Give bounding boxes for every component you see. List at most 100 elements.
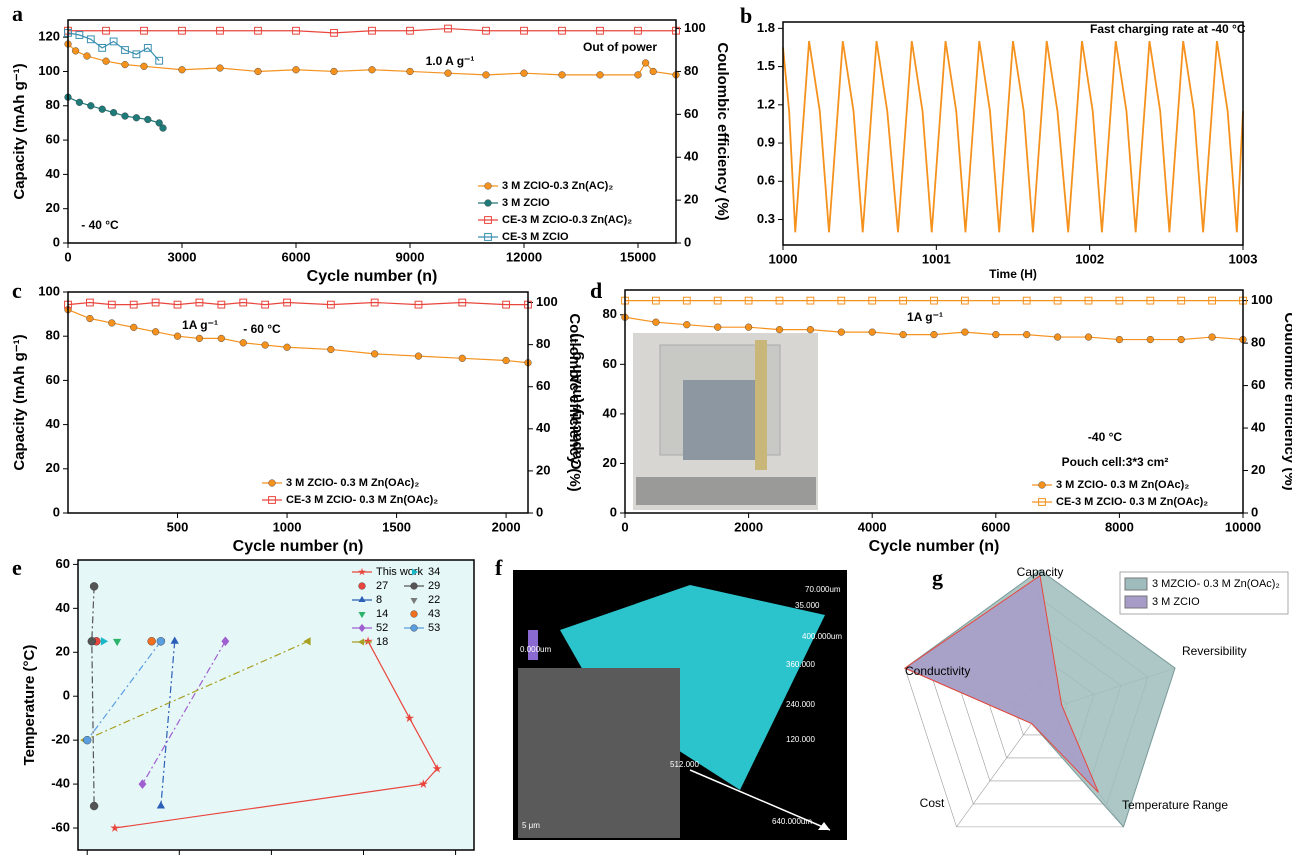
x-axis-label: Cycle number (n) <box>307 268 438 285</box>
point <box>216 64 224 72</box>
point <box>368 66 376 74</box>
series-line <box>67 96 164 129</box>
point <box>444 24 452 33</box>
image-label: 0.000um <box>520 645 551 654</box>
point <box>414 300 423 309</box>
radar-axis-label: Capacity <box>1017 565 1064 579</box>
point <box>217 334 225 343</box>
point <box>1084 296 1093 305</box>
y2-axis-label: Coulombic efficiency (%) <box>1281 312 1292 490</box>
point <box>991 296 1000 305</box>
surface-image <box>513 570 847 840</box>
legend-marker <box>410 597 418 605</box>
plot-frame <box>624 289 1244 514</box>
panel-label: e <box>12 555 22 580</box>
x-tick-label: 3000 <box>168 249 197 264</box>
legend-label: This work <box>376 566 424 578</box>
y2-tick-label: 60 <box>1251 377 1265 392</box>
point <box>152 328 160 336</box>
point <box>129 300 138 309</box>
point <box>418 779 428 788</box>
point <box>239 298 248 307</box>
point <box>140 62 148 70</box>
point <box>652 296 660 305</box>
legend-marker <box>410 582 418 590</box>
radar-axis-label: Cost <box>920 796 945 810</box>
point <box>1177 296 1186 305</box>
y-tick-label: 0 <box>63 688 70 703</box>
point <box>195 298 204 307</box>
legend-label: 18 <box>376 636 388 648</box>
x-tick-label: 1001 <box>922 251 951 266</box>
point <box>121 112 129 120</box>
point <box>109 109 118 117</box>
panel-label: f <box>495 555 503 580</box>
point <box>86 35 95 44</box>
point <box>482 71 490 79</box>
y-tick-label: 20 <box>46 200 60 215</box>
point <box>98 105 106 113</box>
point <box>147 637 156 646</box>
point <box>868 296 877 305</box>
point <box>178 26 186 35</box>
annotation: - 40 °C <box>81 218 119 232</box>
legend-label: CE-3 M ZCIO-0.3 Zn(AC)₂ <box>502 214 632 226</box>
annotation: 1A g⁻¹ <box>907 310 943 324</box>
x-tick-label: 1002 <box>1075 251 1104 266</box>
x-tick-label: 1500 <box>382 519 411 534</box>
radar-axis-label: Reversibility <box>1182 644 1247 658</box>
point <box>596 26 604 35</box>
point <box>254 26 262 35</box>
point <box>102 57 110 65</box>
point <box>283 298 291 307</box>
point <box>327 345 335 354</box>
plot-area <box>78 560 474 850</box>
annotation: Fast charging rate at -40 °C <box>1090 22 1246 36</box>
point <box>1146 296 1155 305</box>
panel-label: b <box>740 3 752 28</box>
series-line <box>67 301 528 306</box>
annotation: Out of power <box>583 40 657 54</box>
point <box>110 823 120 832</box>
legend-marker <box>358 623 366 633</box>
y-tick-label: 20 <box>46 460 60 475</box>
y2-tick-label: 80 <box>1251 335 1265 350</box>
point <box>239 339 247 347</box>
legend-label: 52 <box>376 622 388 634</box>
point <box>713 296 722 305</box>
image-label: 512.000 <box>670 760 699 769</box>
point <box>159 124 167 132</box>
point <box>132 50 141 59</box>
x-tick-label: 8000 <box>1105 519 1134 534</box>
y-tick-label: 60 <box>56 556 70 571</box>
legend-swatch <box>1124 577 1148 591</box>
x-tick-label: 6000 <box>282 249 311 264</box>
point <box>330 67 338 76</box>
image-label: 640.000um <box>772 817 812 826</box>
plot-frame <box>67 19 677 244</box>
point <box>868 328 876 336</box>
series-line <box>84 640 309 741</box>
y2-tick-label: 60 <box>684 106 698 121</box>
legend-marker <box>411 568 419 576</box>
legend-marker <box>268 496 276 504</box>
point <box>634 71 642 79</box>
legend-marker <box>358 582 366 590</box>
point <box>89 801 99 811</box>
y-tick-label: 1.2 <box>757 96 775 111</box>
y-tick-label: -60 <box>51 819 70 834</box>
point <box>930 331 938 339</box>
point <box>406 67 414 76</box>
legend-marker <box>357 638 365 646</box>
annotation: 1.0 A g⁻¹ <box>426 54 475 68</box>
point <box>173 300 182 309</box>
x-tick-label: 1000 <box>769 251 798 266</box>
panel-label: c <box>12 278 22 303</box>
legend-marker <box>358 567 366 576</box>
x-axis-label: Cycle number (n) <box>869 538 1000 555</box>
point <box>195 334 204 343</box>
point <box>98 43 107 52</box>
point <box>87 102 95 110</box>
series-line <box>160 641 176 807</box>
